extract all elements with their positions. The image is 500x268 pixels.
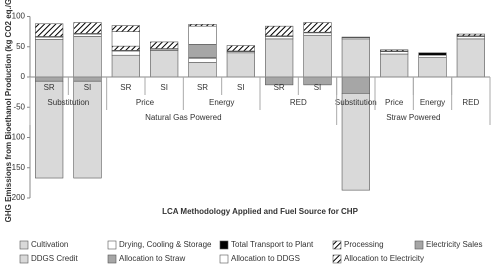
bar-segment bbox=[188, 24, 217, 27]
bar-segment bbox=[35, 80, 64, 179]
bar-segment bbox=[35, 36, 64, 40]
bar-segment bbox=[418, 57, 447, 78]
legend-label: Allocation to DDGS bbox=[231, 254, 300, 263]
legend-label: Total Transport to Plant bbox=[231, 240, 314, 249]
x-fuel-label: Natural Gas Powered bbox=[145, 113, 221, 122]
legend-swatch bbox=[107, 240, 117, 250]
legend-swatch bbox=[332, 240, 342, 250]
legend-swatch bbox=[19, 240, 29, 250]
legend-swatch bbox=[219, 254, 229, 264]
bar-segment bbox=[380, 53, 409, 78]
bar-segment bbox=[35, 76, 64, 82]
x-tick-label: SI bbox=[314, 83, 322, 92]
y-tick-label: -150 bbox=[9, 163, 26, 172]
bar-segment bbox=[456, 33, 485, 37]
legend-label: Processing bbox=[344, 240, 384, 249]
bar-segment bbox=[341, 93, 370, 191]
x-tick-label: SR bbox=[44, 83, 55, 92]
bar-segment bbox=[35, 23, 64, 37]
x-fuel-label: Straw Powered bbox=[386, 113, 440, 122]
y-tick-label: -50 bbox=[13, 102, 25, 111]
bar-segment bbox=[226, 52, 255, 78]
y-tick-label: -100 bbox=[9, 133, 26, 142]
x-group-label: RED bbox=[290, 98, 307, 107]
bar-segment bbox=[111, 54, 140, 78]
bar-segment bbox=[111, 45, 140, 51]
y-tick-label: -200 bbox=[9, 193, 26, 202]
bar-segment bbox=[73, 76, 102, 82]
y-axis-title: GHG Emissions from Bioethanol Production… bbox=[4, 0, 13, 222]
legend-label: Electricity Sales bbox=[426, 240, 482, 249]
bar-segment bbox=[111, 25, 140, 32]
bar-segment bbox=[341, 38, 370, 78]
bar-segment bbox=[265, 38, 294, 78]
bar-segment bbox=[418, 52, 447, 56]
bar-segment bbox=[111, 50, 140, 56]
legend-swatch bbox=[219, 240, 229, 250]
bar-segment bbox=[188, 25, 217, 45]
bar-segment bbox=[456, 38, 485, 78]
y-tick-label: 100 bbox=[12, 12, 26, 21]
bar-segment bbox=[150, 50, 179, 78]
y-tick-label: 50 bbox=[16, 42, 25, 51]
legend-label: Allocation to Electricity bbox=[344, 254, 424, 263]
bar-segment bbox=[303, 22, 332, 33]
x-group-label: Energy bbox=[420, 98, 445, 107]
bar-segment bbox=[111, 31, 140, 47]
x-group-label: Price bbox=[385, 98, 404, 107]
bar-segment bbox=[73, 36, 102, 78]
bar-segment bbox=[456, 36, 485, 40]
bar-segment bbox=[303, 34, 332, 78]
x-group-label: Price bbox=[136, 98, 155, 107]
x-tick-label: SI bbox=[84, 83, 92, 92]
bar-segment bbox=[150, 41, 179, 49]
x-group-label: Substitution bbox=[335, 98, 377, 107]
bar-segment bbox=[73, 33, 102, 37]
y-tick-label: 0 bbox=[21, 72, 26, 81]
bar-segment bbox=[226, 45, 255, 52]
legend-swatch bbox=[107, 254, 117, 264]
x-tick-label: SI bbox=[160, 83, 168, 92]
x-group-label: Substitution bbox=[47, 98, 89, 107]
x-group-label: RED bbox=[462, 98, 479, 107]
bar-segment bbox=[188, 44, 217, 58]
legend-swatch bbox=[332, 254, 342, 264]
x-group-label: Energy bbox=[209, 98, 234, 107]
bar-segment bbox=[265, 36, 294, 40]
legend-swatch bbox=[19, 254, 29, 264]
bar-segment bbox=[265, 25, 294, 37]
bar-segment bbox=[73, 80, 102, 179]
legend-label: Cultivation bbox=[31, 240, 68, 249]
bar-segment bbox=[73, 22, 102, 34]
bar-segment bbox=[380, 51, 409, 55]
bar-segment bbox=[303, 32, 332, 36]
legend-swatch bbox=[414, 240, 424, 250]
legend-label: Allocation to Straw bbox=[119, 254, 185, 263]
bar-segment bbox=[35, 39, 64, 78]
x-tick-label: SI bbox=[237, 83, 245, 92]
legend-label: DDGS Credit bbox=[31, 254, 78, 263]
bar-segment bbox=[188, 57, 217, 63]
bar-segment bbox=[418, 54, 447, 58]
bar-segment bbox=[341, 36, 370, 38]
bar-segment bbox=[341, 76, 370, 94]
x-tick-label: SR bbox=[120, 83, 131, 92]
bar-segment bbox=[380, 49, 409, 52]
x-tick-label: SR bbox=[274, 83, 285, 92]
legend-label: Drying, Cooling & Storage bbox=[119, 240, 212, 249]
x-axis-title: LCA Methodology Applied and Fuel Source … bbox=[162, 207, 359, 216]
x-tick-label: SR bbox=[197, 83, 208, 92]
bar-segment bbox=[188, 62, 217, 78]
